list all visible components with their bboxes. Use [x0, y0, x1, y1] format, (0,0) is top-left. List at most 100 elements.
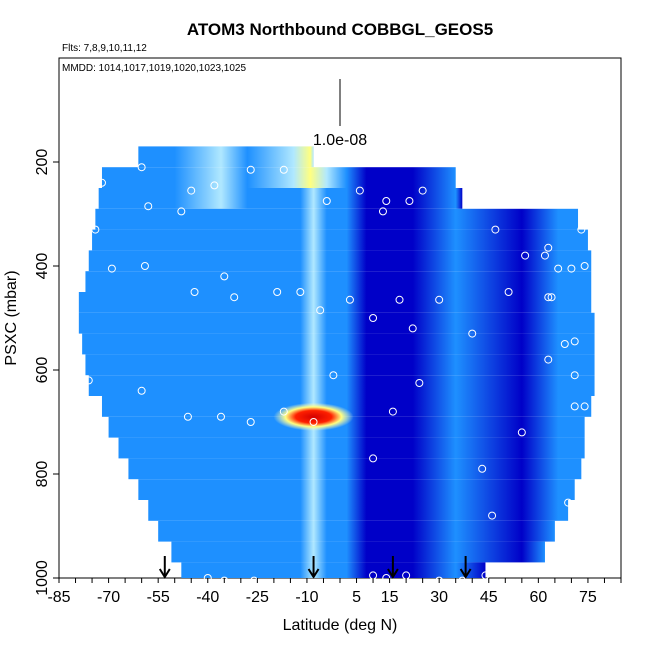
heatmap-row [98, 188, 463, 209]
observation-point [220, 576, 229, 585]
observation-point [84, 376, 93, 385]
observation-point [279, 407, 288, 416]
observation-point [540, 251, 549, 260]
observation-point [369, 454, 378, 463]
heatmap-row [88, 375, 595, 396]
observation-point [544, 355, 553, 364]
observation-point [345, 295, 354, 304]
observation-point [378, 207, 387, 216]
dates-subtitle: MMDD: 1014,1017,1019,1020,1023,1025 [62, 63, 246, 74]
observation-point [570, 402, 579, 411]
observation-point [183, 412, 192, 421]
observation-point [273, 288, 282, 296]
observation-point [478, 464, 487, 473]
x-axis-label: Latitude (deg N) [283, 617, 398, 634]
observation-point [488, 511, 497, 520]
observation-point [216, 412, 225, 421]
heatmap-row [118, 437, 585, 459]
observation-point [544, 293, 553, 302]
observation-point [395, 295, 404, 304]
x-tick-label: 30 [430, 589, 448, 606]
x-tick-label: 45 [480, 589, 498, 606]
observation-point [547, 293, 556, 302]
heatmap-row [85, 354, 595, 376]
observation-point [220, 272, 229, 281]
heatmap-row [78, 292, 592, 313]
observation-point [468, 329, 477, 338]
x-tick-label: -55 [147, 589, 170, 606]
y-axis: 200 400 600 800 1000 [34, 149, 59, 596]
x-tick-label: 15 [381, 589, 399, 606]
observation-point [190, 288, 199, 296]
heatmap-row [138, 146, 314, 168]
heatmap-row [138, 479, 575, 500]
y-tick-label: 600 [34, 357, 51, 384]
x-tick-label: -10 [295, 589, 318, 606]
flights-subtitle: Flts: 7,8,9,10,11,12 [62, 43, 147, 54]
observation-point [491, 225, 500, 234]
heatmap-layer [78, 146, 595, 578]
observation-point [458, 178, 467, 187]
observation-point [230, 293, 239, 302]
observation-point [137, 163, 146, 172]
x-axis: -85 -70 -55 -40 -25 -10 5 15 30 45 60 75 [47, 578, 622, 606]
heatmap-row [128, 458, 582, 480]
observation-point [97, 178, 106, 187]
x-tick-label: 5 [352, 589, 361, 606]
observation-point [405, 197, 414, 205]
observation-point [544, 243, 553, 252]
arrow-markers [158, 556, 472, 579]
observation-point [107, 264, 116, 273]
y-tick-label: 400 [34, 253, 51, 280]
y-tick-label: 1000 [34, 560, 51, 596]
observation-point [458, 576, 467, 585]
heatmap-row [95, 208, 579, 230]
observation-point [279, 165, 288, 174]
y-axis-label: PSXC (mbar) [3, 270, 20, 365]
x-tick-label: -85 [47, 589, 70, 606]
observation-point [521, 251, 530, 260]
x-tick-label: 75 [579, 589, 597, 606]
heatmap-row [108, 416, 585, 438]
observation-points [84, 163, 589, 585]
heatmap-row [88, 250, 592, 272]
observation-point [580, 402, 589, 411]
heatmap-row [85, 271, 592, 292]
heatmap-row [158, 520, 555, 542]
observation-point [570, 371, 579, 380]
observation-point [580, 262, 589, 270]
observation-point [210, 181, 219, 190]
heatmap-row [92, 229, 588, 251]
scale-label: 1.0e-08 [313, 132, 367, 149]
observation-point [554, 264, 563, 273]
observation-point [415, 379, 424, 387]
observation-point [517, 428, 526, 437]
observation-point [481, 571, 490, 580]
observation-point [246, 165, 255, 174]
observation-point [504, 288, 513, 296]
arrow-marker [387, 556, 399, 579]
heatmap-row [82, 333, 595, 355]
observation-point [246, 418, 255, 426]
observation-point [296, 288, 305, 296]
heatmap-row [181, 562, 486, 578]
observation-point [355, 186, 364, 195]
observation-point [91, 225, 100, 234]
observation-point [177, 207, 186, 216]
observation-point [388, 407, 397, 416]
observation-point [322, 197, 331, 205]
arrow-marker [307, 556, 320, 579]
y-tick-label: 200 [34, 149, 51, 176]
observation-point [408, 324, 417, 333]
x-tick-label: -70 [97, 589, 120, 606]
heatmap-row [148, 500, 569, 521]
observation-point [329, 371, 338, 380]
observation-point [560, 340, 569, 348]
observation-point [316, 306, 325, 315]
observation-point [570, 337, 579, 346]
observation-point [309, 418, 318, 426]
heatmap-row [101, 396, 592, 417]
heatmap-row [171, 541, 545, 563]
observation-point [577, 225, 586, 234]
